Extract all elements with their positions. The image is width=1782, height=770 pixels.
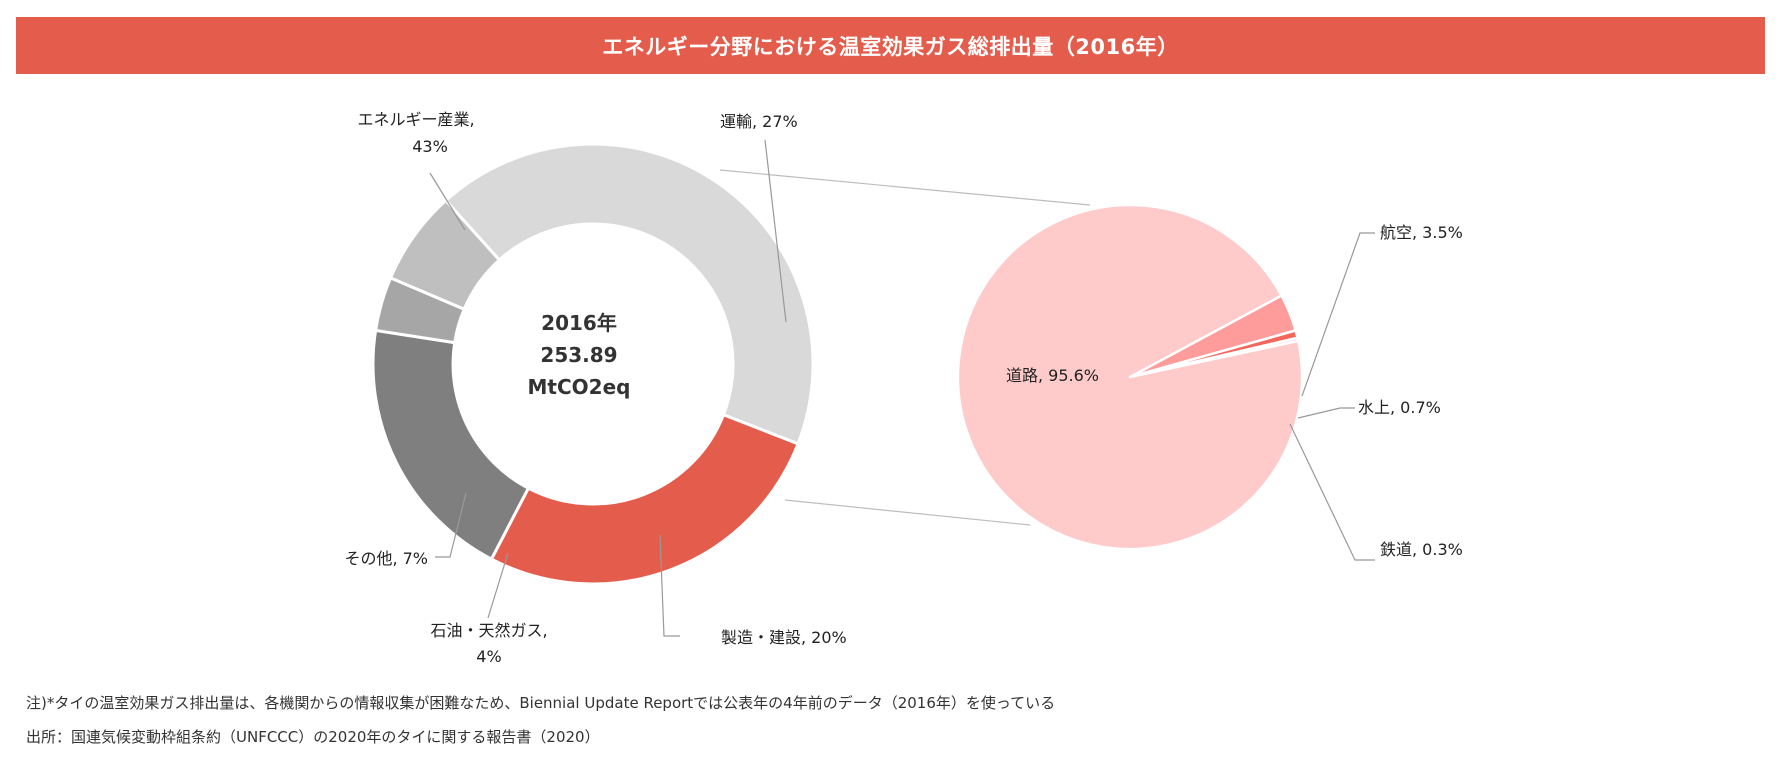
leader-manufacturing xyxy=(659,534,680,637)
leader-oil-gas xyxy=(487,552,509,619)
source-note: 出所：国連気候変動枠組条約（UNFCCC）の2020年のタイに関する報告書（20… xyxy=(26,728,600,746)
connector-top xyxy=(719,169,1091,206)
leader-water xyxy=(1297,407,1355,419)
donut-slice-energy xyxy=(443,142,815,446)
chart-title: エネルギー分野における温室効果ガス総排出量（2016年） xyxy=(602,34,1179,59)
leader-energy xyxy=(429,172,466,231)
label-oil-gas: 石油・天然ガス, xyxy=(430,621,547,640)
center-unit: MtCO2eq xyxy=(528,375,631,399)
label-road: 道路, 95.6% xyxy=(1006,366,1099,385)
transport-pie-chart xyxy=(956,203,1304,551)
label-rail: 鉄道, 0.3% xyxy=(1380,540,1463,559)
label-transport: 運輸, 27% xyxy=(720,112,798,131)
label-water: 水上, 0.7% xyxy=(1358,398,1441,417)
leader-other xyxy=(435,492,467,558)
title-bar: エネルギー分野における温室効果ガス総排出量（2016年） xyxy=(16,17,1765,74)
label-energy: エネルギー産業, xyxy=(357,110,474,129)
pie-slice-road xyxy=(956,203,1304,551)
donut-slice-transport xyxy=(489,412,800,586)
donut-chart xyxy=(371,142,815,586)
donut-leader-lines xyxy=(429,139,787,637)
center-year: 2016年 xyxy=(541,311,617,335)
leader-transport xyxy=(764,139,787,323)
label-oil-gas-pct: 4% xyxy=(476,647,501,666)
label-aviation: 航空, 3.5% xyxy=(1380,223,1463,242)
footnote: 注)*タイの温室効果ガス排出量は、各機関からの情報収集が困難なため、Bienni… xyxy=(26,694,1056,712)
leader-rail xyxy=(1289,423,1375,561)
label-other: その他, 7% xyxy=(344,549,428,568)
donut-slice-other xyxy=(388,198,502,312)
center-value: 253.89 xyxy=(540,343,617,367)
label-energy-pct: 43% xyxy=(412,137,448,156)
donut-slice-manufacturing xyxy=(371,328,531,562)
leader-aviation xyxy=(1301,232,1375,397)
pie-leader-lines xyxy=(1289,232,1375,561)
label-manufacturing: 製造・建設, 20% xyxy=(721,628,847,647)
connector-bottom xyxy=(784,499,1031,526)
